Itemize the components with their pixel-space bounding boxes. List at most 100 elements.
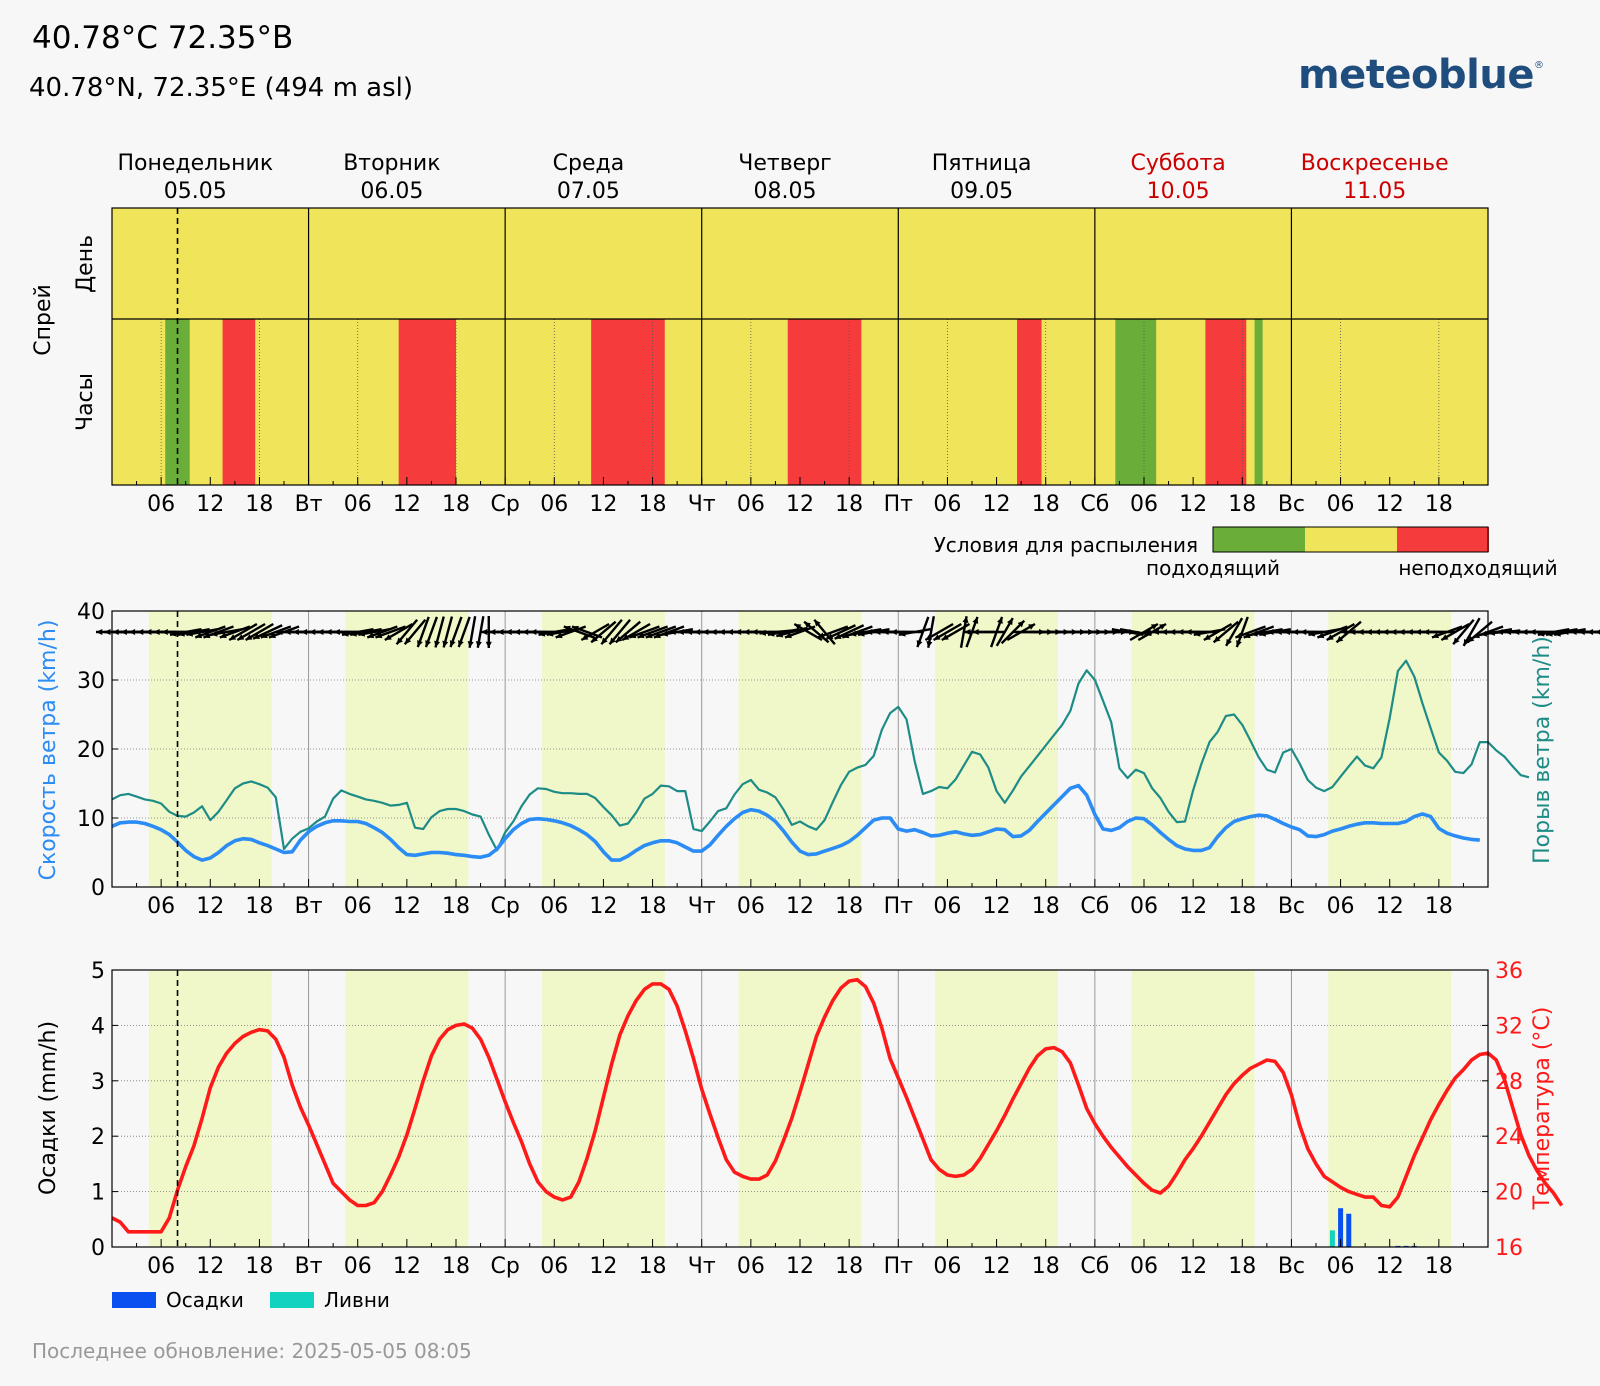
wind-arrow-head: [1463, 638, 1470, 646]
x-tick-label: Сб: [1080, 1254, 1109, 1279]
x-tick-label: 06: [1327, 894, 1355, 919]
wind-arrow-head: [505, 628, 512, 636]
wind-arrow: [637, 625, 669, 639]
wind-arrow-head: [1398, 628, 1405, 636]
wind-arrow-head: [1236, 640, 1242, 648]
x-tick-label: 12: [196, 492, 224, 517]
wind-arrow: [926, 616, 936, 648]
wind-arrow: [614, 620, 642, 644]
wind-arrow-head: [497, 628, 504, 636]
wind-arrow-head: [1453, 637, 1460, 645]
x-tick-label: 18: [1228, 894, 1256, 919]
wind-arrow: [1545, 628, 1578, 637]
spray-hourly-segment: [591, 319, 665, 485]
wind-arrow-head: [1317, 632, 1325, 639]
precip-y-axis: 0 1 2 3 4 5: [91, 959, 118, 1261]
wind-arrow-head: [186, 630, 194, 637]
wind-arrow-head: [396, 637, 403, 645]
x-tick-label: 06: [540, 894, 568, 919]
temp-y-tick-label: 32: [1495, 1014, 1523, 1039]
x-tick-label: 18: [639, 492, 667, 517]
wind-gridlines: [112, 679, 1488, 819]
wind-arrow: [1431, 625, 1463, 639]
meteoblue-logo[interactable]: meteoblue®: [1298, 52, 1544, 98]
wind-arrow-head: [1168, 628, 1176, 636]
wind-arrow-head: [442, 640, 449, 648]
wind-arrow-head: [284, 628, 291, 636]
wind-arrow-head: [591, 635, 598, 643]
x-tick-label: Вс: [1278, 492, 1305, 517]
wind-arrow-head: [849, 630, 857, 637]
wind-arrow-head: [530, 628, 537, 636]
x-tick-label: 12: [983, 492, 1011, 517]
x-tick-label: 06: [344, 492, 372, 517]
wind-arrow-head: [1291, 628, 1299, 636]
x-tick-label: Чт: [688, 894, 716, 919]
wind-arrow-head: [169, 630, 177, 637]
wind-arrow-head: [685, 628, 693, 636]
wind-arrow-head: [972, 616, 979, 624]
day-name-label: Суббота: [1131, 151, 1226, 176]
wind-arrow: [236, 622, 266, 642]
x-tick-label: 06: [540, 492, 568, 517]
wind-arrow: [384, 622, 414, 642]
wind-x-axis: 06 12 18 Вт 06 12 18 Ср 06 12 18 Чт 06 12 18 Пт 06 12 18 Сб…: [111, 879, 1489, 919]
wind-arrow-head: [300, 628, 308, 636]
shower-legend-swatch: [270, 1292, 314, 1308]
wind-arrow-head: [1562, 628, 1569, 636]
wind-arrow-head: [857, 630, 865, 637]
wind-arrow-head: [145, 628, 152, 636]
wind-arrow-head: [1537, 630, 1545, 637]
x-tick-label: 18: [245, 1254, 273, 1279]
spray-legend-swatch: [1305, 527, 1397, 552]
wind-arrow-head: [276, 628, 283, 636]
x-tick-label: Чт: [688, 492, 716, 517]
day-name-label: Понедельник: [117, 151, 273, 176]
wind-arrow-head: [1414, 628, 1421, 636]
wind-y-tick-label: 10: [77, 807, 105, 832]
wind-arrow: [1537, 628, 1570, 637]
wind-arrow-head: [317, 628, 324, 636]
wind-arrow: [793, 622, 823, 642]
wind-arrow-head: [120, 628, 127, 636]
wind-arrow: [467, 616, 477, 648]
wind-arrow-head: [425, 640, 431, 648]
wind-arrow: [424, 616, 439, 648]
spray-legend-swatch: [1397, 527, 1489, 552]
wind-arrow-head: [325, 628, 332, 636]
wind-arrow-head: [1144, 628, 1151, 636]
x-tick-label: 12: [393, 894, 421, 919]
wind-arrow: [1225, 617, 1244, 647]
daylight-band: [345, 970, 469, 1247]
wind-y-tick-label: 20: [77, 738, 105, 763]
x-tick-label: 18: [442, 894, 470, 919]
wind-arrow: [203, 625, 234, 639]
wind-arrow-head: [1349, 628, 1356, 636]
wind-arrow-head: [1340, 628, 1348, 636]
wind-arrow-head: [898, 630, 906, 637]
wind-arrow-head: [555, 632, 563, 639]
wind-arrow: [1594, 629, 1600, 635]
day-name-label: Среда: [553, 151, 625, 176]
spray-daily-cell: [1094, 208, 1292, 319]
x-tick-label: 06: [1130, 894, 1158, 919]
x-tick-label: 06: [933, 1254, 961, 1279]
x-tick-label: Пт: [884, 492, 914, 517]
wind-arrow-head: [475, 641, 482, 648]
spray-hourly-row: [112, 319, 1488, 485]
wind-arrow-head: [916, 640, 923, 648]
wind-arrow: [1326, 622, 1356, 642]
x-tick-label: 12: [393, 1254, 421, 1279]
spray-hourly-segment: [189, 319, 223, 485]
spray-hourly-segment: [1205, 319, 1247, 485]
temp-daylight-bands: [148, 970, 1452, 1247]
x-tick-label: 12: [589, 894, 617, 919]
wind-y-tick-label: 0: [91, 876, 105, 901]
wind-arrow-head: [1480, 630, 1488, 637]
x-tick-label: 06: [1327, 492, 1355, 517]
x-tick-label: 12: [786, 492, 814, 517]
wind-arrow: [1235, 616, 1249, 648]
wind-arrow: [653, 625, 685, 639]
wind-arrow: [600, 618, 623, 646]
